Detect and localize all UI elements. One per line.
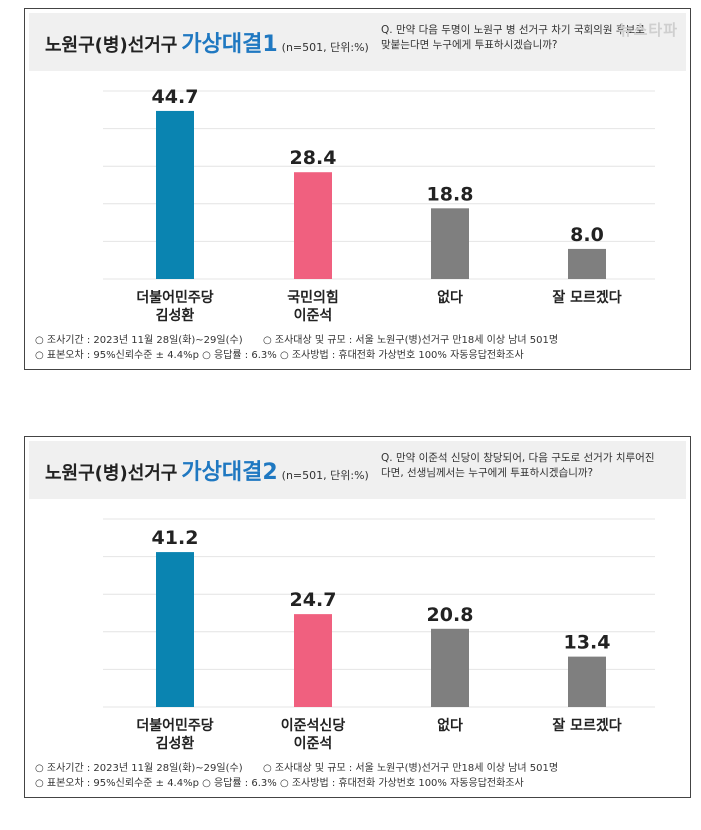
title-prefix: 노원구(병)선거구 xyxy=(45,463,178,484)
category-label-line: 김성환 xyxy=(155,736,195,752)
footer-method: ○ 표본오차 : 95%신뢰수준 ± 4.4%p ○ 응답률 : 6.3% ○ … xyxy=(35,350,524,361)
bar xyxy=(294,172,332,279)
bar xyxy=(431,628,469,707)
footer-period: ○ 조사기간 : 2023년 11월 28일(화)~29일(수) xyxy=(35,335,243,346)
data-label: 20.8 xyxy=(427,604,474,626)
category-label-line: 이준석 xyxy=(293,736,333,752)
watermark-logo: 뉴스타파 xyxy=(618,21,678,39)
category-label: 잘 모르겠다 xyxy=(517,717,657,735)
category-label-line: 이준석신당 xyxy=(280,718,346,734)
category-label-line: 더불어민주당 xyxy=(136,290,214,306)
chart-svg: 44.7 28.4 18.8 8.0 xyxy=(103,86,655,280)
survey-panel-2: 노원구(병)선거구 가상대결2 (n=501, 단위:%) Q. 만약 이준석 신당… xyxy=(24,436,691,798)
category-label-line: 이준석 xyxy=(293,308,333,324)
question-line: Q. 만약 다음 두명이 노원구 병 선거구 차기 국회의원 후보로 xyxy=(381,24,645,36)
bar xyxy=(568,248,606,279)
title-sub: (n=501, 단위:%) xyxy=(281,469,369,482)
survey-footer: ○ 조사기간 : 2023년 11월 28일(화)~29일(수) ○ 조사대상 및… xyxy=(35,761,558,791)
data-label: 41.2 xyxy=(152,527,199,549)
data-label: 28.4 xyxy=(290,147,337,169)
bar-chart: 44.7 28.4 18.8 8.0 xyxy=(73,73,665,285)
data-label: 24.7 xyxy=(290,589,337,611)
category-label: 없다 xyxy=(380,717,520,735)
title-main: 가상대결1 xyxy=(181,32,278,57)
footer-period: ○ 조사기간 : 2023년 11월 28일(화)~29일(수) xyxy=(35,763,243,774)
category-label-line: 없다 xyxy=(437,718,463,734)
bar-chart: 41.2 24.7 20.8 13.4 xyxy=(73,501,665,713)
bar xyxy=(294,614,332,707)
category-labels: 더불어민주당 김성환 이준석신당 이준석 없다 잘 모르겠다 xyxy=(73,717,665,761)
survey-question: Q. 만약 이준석 신당이 창당되어, 다음 구도로 선거가 치루어진 다면, … xyxy=(381,451,681,481)
category-label-line: 김성환 xyxy=(155,308,195,324)
survey-footer: ○ 조사기간 : 2023년 11월 28일(화)~29일(수) ○ 조사대상 및… xyxy=(35,333,558,363)
data-label: 13.4 xyxy=(564,632,611,654)
category-label-line: 없다 xyxy=(437,290,463,306)
category-labels: 더불어민주당 김성환 국민의힘 이준석 없다 잘 모르겠다 xyxy=(73,289,665,333)
category-label-line: 더불어민주당 xyxy=(136,718,214,734)
survey-question: Q. 만약 다음 두명이 노원구 병 선거구 차기 국회의원 후보로 맞붙는다면… xyxy=(381,23,681,53)
panel-header: 노원구(병)선거구 가상대결1 (n=501, 단위:%) Q. 만약 다음 두명이… xyxy=(29,13,686,71)
footer-method: ○ 표본오차 : 95%신뢰수준 ± 4.4%p ○ 응답률 : 6.3% ○ … xyxy=(35,778,524,789)
bar xyxy=(156,110,194,279)
bar xyxy=(568,656,606,707)
panel-title: 노원구(병)선거구 가상대결1 (n=501, 단위:%) xyxy=(45,26,369,58)
title-prefix: 노원구(병)선거구 xyxy=(45,35,178,56)
survey-panel-1: 노원구(병)선거구 가상대결1 (n=501, 단위:%) Q. 만약 다음 두명이… xyxy=(24,8,691,370)
question-line: 다면, 선생님께서는 누구에게 투표하시겠습니까? xyxy=(381,467,594,479)
data-label: 8.0 xyxy=(570,224,604,246)
category-label: 잘 모르겠다 xyxy=(517,289,657,307)
data-label: 44.7 xyxy=(152,86,199,108)
bar xyxy=(431,208,469,279)
data-label: 18.8 xyxy=(427,183,474,205)
footer-target: ○ 조사대상 및 규모 : 서울 노원구(병)선거구 만18세 이상 남녀 50… xyxy=(263,763,559,774)
category-label-line: 국민의힘 xyxy=(287,290,339,306)
category-label-line: 잘 모르겠다 xyxy=(552,290,622,306)
chart-svg: 41.2 24.7 20.8 13.4 xyxy=(103,518,655,708)
panel-header: 노원구(병)선거구 가상대결2 (n=501, 단위:%) Q. 만약 이준석 신당… xyxy=(29,441,686,499)
question-line: Q. 만약 이준석 신당이 창당되어, 다음 구도로 선거가 치루어진 xyxy=(381,452,655,464)
category-label: 없다 xyxy=(380,289,520,307)
bar xyxy=(156,552,194,707)
panel-title: 노원구(병)선거구 가상대결2 (n=501, 단위:%) xyxy=(45,454,369,486)
title-sub: (n=501, 단위:%) xyxy=(281,41,369,54)
footer-target: ○ 조사대상 및 규모 : 서울 노원구(병)선거구 만18세 이상 남녀 50… xyxy=(263,335,559,346)
question-line: 맞붙는다면 누구에게 투표하시겠습니까? xyxy=(381,39,558,51)
title-main: 가상대결2 xyxy=(181,460,278,485)
category-label-line: 잘 모르겠다 xyxy=(552,718,622,734)
